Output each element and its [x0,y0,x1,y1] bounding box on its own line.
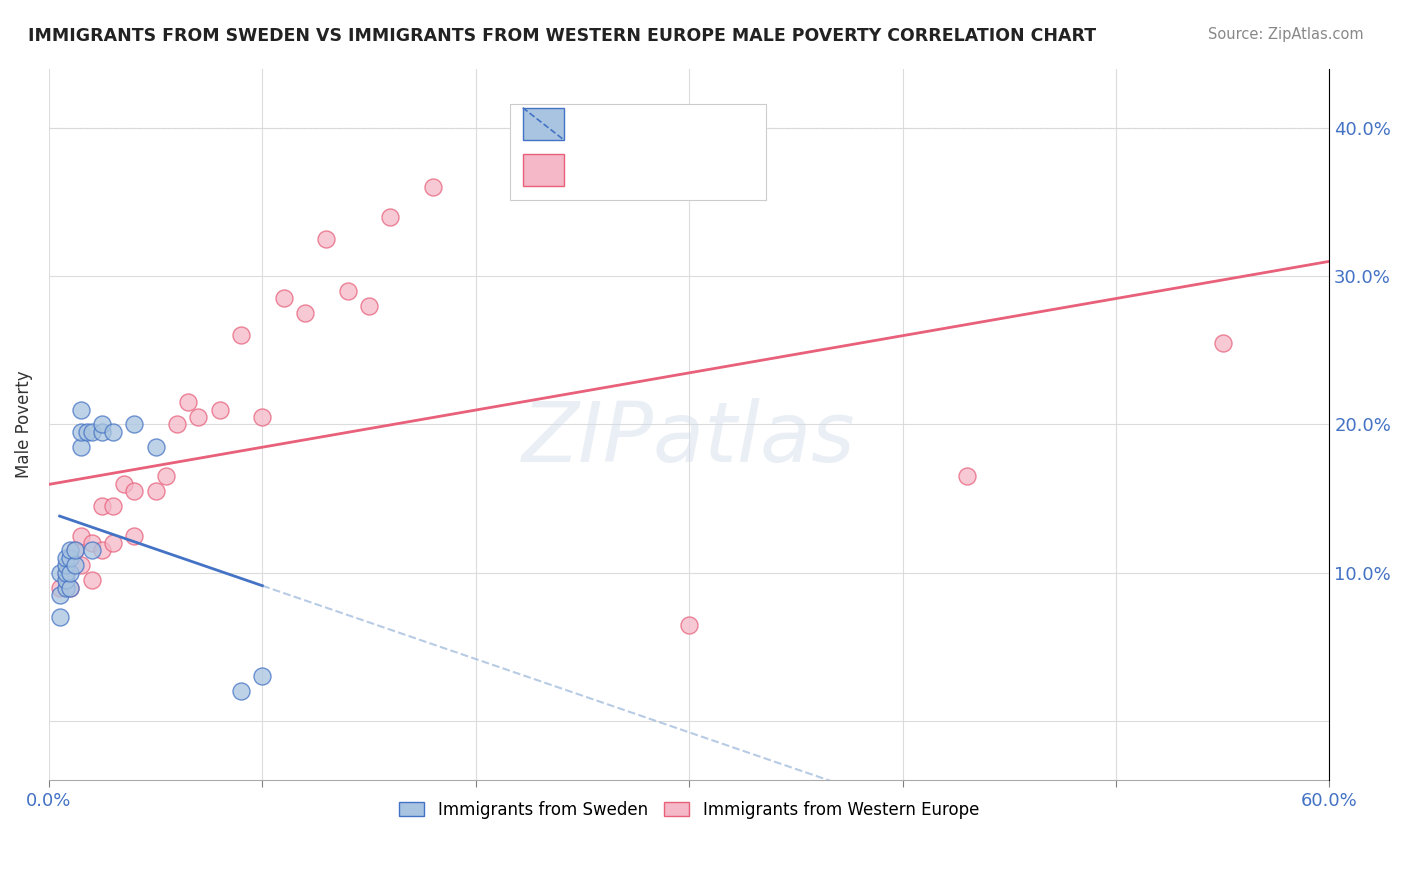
Point [357,299,380,313]
Point [294,306,316,320]
Text: N = 33: N = 33 [676,161,740,178]
Point [55,566,77,580]
Point [145,440,167,454]
Legend: Immigrants from Sweden, Immigrants from Western Europe: Immigrants from Sweden, Immigrants from … [392,794,986,825]
Point [63,543,86,558]
Point [101,536,124,550]
Point [252,409,274,424]
Point [91,499,114,513]
Point [55,566,77,580]
Point [55,573,77,587]
Point [422,180,444,194]
Point [80,543,103,558]
Point [59,566,82,580]
Point [48,566,70,580]
Point [59,581,82,595]
Point [59,581,82,595]
Text: N = 27: N = 27 [676,115,740,133]
Point [55,558,77,573]
Point [48,588,70,602]
Point [101,499,124,513]
Point [176,395,198,409]
Point [315,232,337,246]
Point [80,536,103,550]
Point [380,210,402,224]
Point [955,469,977,483]
Point [252,669,274,683]
Point [1212,335,1234,350]
Point [70,558,93,573]
Point [59,550,82,565]
Point [63,558,86,573]
Point [124,528,146,542]
Text: Source: ZipAtlas.com: Source: ZipAtlas.com [1208,27,1364,42]
Point [70,528,93,542]
Point [80,425,103,439]
FancyBboxPatch shape [510,104,766,200]
Point [273,291,295,305]
Text: R = 0.396: R = 0.396 [581,115,671,133]
Point [70,402,93,417]
Point [208,402,231,417]
Point [59,543,82,558]
Text: IMMIGRANTS FROM SWEDEN VS IMMIGRANTS FROM WESTERN EUROPE MALE POVERTY CORRELATIO: IMMIGRANTS FROM SWEDEN VS IMMIGRANTS FRO… [28,27,1097,45]
Point [76,425,98,439]
Point [187,409,209,424]
Point [91,425,114,439]
Point [336,284,359,298]
Point [155,469,177,483]
Text: R = 0.279: R = 0.279 [581,161,671,178]
Point [124,417,146,432]
Point [229,684,252,698]
Point [55,581,77,595]
Point [63,543,86,558]
Text: ZIPatlas: ZIPatlas [522,398,856,479]
Point [101,425,124,439]
Point [112,476,135,491]
Point [48,581,70,595]
Point [91,543,114,558]
Y-axis label: Male Poverty: Male Poverty [15,370,32,478]
Point [91,417,114,432]
Point [678,617,700,632]
Point [229,328,252,343]
Point [124,484,146,499]
Bar [523,154,564,186]
Bar [523,108,564,140]
Point [145,484,167,499]
Point [166,417,188,432]
Point [70,425,93,439]
Point [48,610,70,624]
Point [80,573,103,587]
Point [55,550,77,565]
Point [70,440,93,454]
